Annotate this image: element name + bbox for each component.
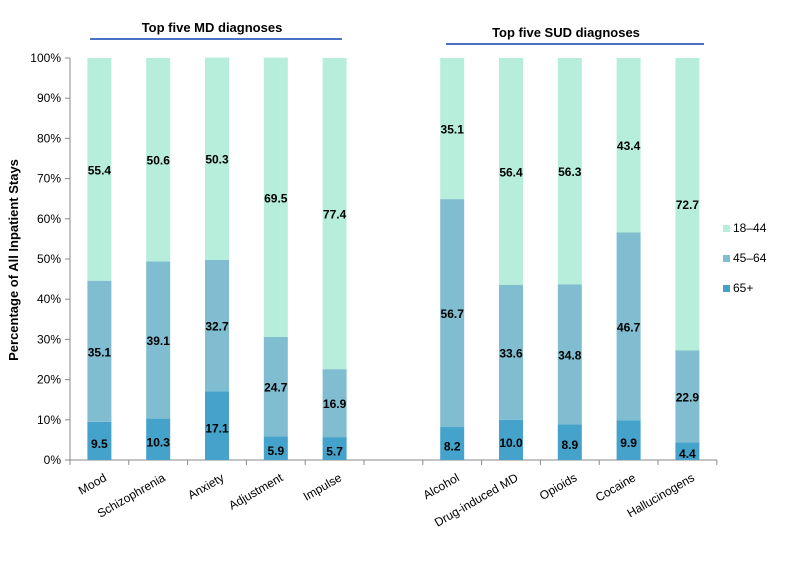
data-label: 50.3 (205, 153, 229, 167)
bar-segment-45–64 (499, 284, 523, 420)
bar-segment-65+ (87, 421, 112, 460)
data-label: 69.5 (264, 191, 288, 205)
data-label: 8.2 (444, 440, 461, 454)
bar-segment-18–44 (322, 58, 347, 370)
y-tick-label: 80% (37, 131, 61, 145)
data-label: 55.4 (88, 163, 112, 177)
legend-swatch-18–44 (723, 225, 730, 232)
bar-segment-18–44 (146, 58, 171, 262)
data-label: 4.4 (679, 447, 696, 461)
data-label: 10.3 (147, 435, 171, 449)
legend-swatch-65+ (723, 285, 730, 292)
bar-segment-18–44 (499, 58, 523, 285)
data-label: 35.1 (88, 345, 112, 359)
data-label: 5.7 (326, 445, 343, 459)
data-label: 46.7 (617, 320, 641, 334)
legend-label: 45–64 (733, 251, 767, 265)
legend-label: 65+ (733, 281, 753, 295)
bar-segment-45–64 (675, 350, 700, 443)
data-label: 10.0 (499, 436, 523, 450)
data-label: 16.9 (323, 397, 347, 411)
data-label: 56.3 (558, 165, 582, 179)
bar-segment-18–44 (440, 58, 465, 200)
bar-segment-65+ (557, 424, 582, 460)
x-tick-label: Cocaine (593, 470, 638, 504)
data-label: 50.6 (147, 154, 171, 168)
data-label: 22.9 (676, 390, 700, 404)
bar-segment-65+ (146, 418, 171, 460)
data-label: 39.1 (147, 334, 171, 348)
data-label: 5.9 (267, 444, 284, 458)
y-tick-label: 60% (37, 212, 61, 226)
legend-label: 18–44 (733, 221, 767, 235)
bar-segment-45–64 (322, 369, 347, 438)
x-tick-label: Adjustment (226, 470, 286, 512)
bar-segment-18–44 (205, 57, 229, 260)
y-tick-label: 100% (30, 51, 61, 65)
data-label: 72.7 (676, 198, 700, 212)
y-tick-label: 20% (37, 373, 61, 387)
bar-segment-18–44 (675, 58, 700, 351)
bar-segment-45–64 (87, 280, 112, 422)
group-title-md-text: Top five MD diagnoses (142, 20, 283, 35)
data-label: 77.4 (323, 208, 347, 222)
group-title-md: Top five MD diagnoses (90, 20, 342, 40)
bar-segment-65+ (616, 420, 641, 460)
x-tick-label: Alcohol (421, 470, 462, 502)
y-tick-label: 50% (37, 252, 61, 266)
data-label: 43.4 (617, 139, 641, 153)
data-label: 34.8 (558, 348, 582, 362)
bar-segment-65+ (322, 437, 347, 460)
data-label: 9.9 (620, 436, 637, 450)
bar-segment-45–64 (146, 261, 171, 419)
data-label: 32.7 (205, 320, 229, 334)
bar-segment-65+ (499, 419, 523, 460)
x-tick-label: Anxiety (185, 470, 226, 502)
y-tick-label: 10% (37, 413, 61, 427)
group-title-sud: Top five SUD diagnoses (446, 25, 704, 45)
bar-segment-18–44 (557, 58, 582, 285)
bar-segment-18–44 (616, 58, 641, 233)
data-label: 24.7 (264, 381, 288, 395)
y-tick-label: 70% (37, 172, 61, 186)
data-label: 17.1 (205, 422, 229, 436)
bar-segment-45–64 (263, 336, 288, 437)
x-tick-label: Mood (76, 470, 109, 497)
data-label: 56.4 (499, 165, 523, 179)
data-label: 9.5 (91, 437, 108, 451)
bar-segment-45–64 (557, 284, 582, 425)
y-tick-label: 40% (37, 292, 61, 306)
data-label: 56.7 (441, 307, 465, 321)
y-axis-label: Percentage of All Inpatient Stays (6, 159, 21, 361)
x-tick-label: Impulse (301, 470, 345, 503)
legend-swatch-45–64 (723, 255, 730, 262)
y-tick-label: 90% (37, 91, 61, 105)
bar-segment-65+ (675, 442, 700, 460)
bar-segment-65+ (263, 436, 288, 460)
data-label: 8.9 (561, 438, 578, 452)
x-tick-label: Hallucinogens (625, 470, 697, 520)
bar-segment-18–44 (263, 57, 288, 337)
group-title-sud-text: Top five SUD diagnoses (492, 25, 640, 40)
bar-segment-65+ (440, 427, 465, 460)
bar-segment-45–64 (205, 259, 229, 392)
bar-segment-45–64 (616, 232, 641, 421)
data-label: 35.1 (441, 123, 465, 137)
x-tick-label: Opioids (537, 470, 579, 502)
y-tick-label: 30% (37, 332, 61, 346)
bar-segment-45–64 (440, 199, 465, 428)
data-label: 33.6 (499, 346, 523, 360)
bar-segment-18–44 (87, 58, 112, 281)
y-tick-label: 0% (44, 453, 62, 467)
bar-segment-65+ (205, 391, 229, 460)
